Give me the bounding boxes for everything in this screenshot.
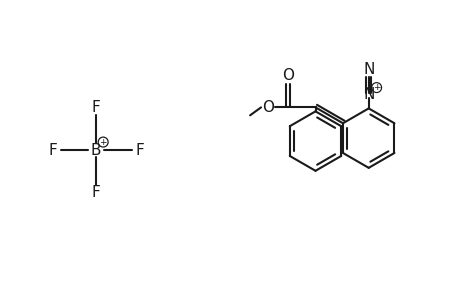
Text: F: F <box>48 142 57 158</box>
Text: N: N <box>362 62 374 77</box>
Text: O: O <box>281 68 293 83</box>
Text: +: + <box>99 138 106 147</box>
Text: F: F <box>92 185 101 200</box>
Text: +: + <box>372 83 380 92</box>
Text: F: F <box>92 100 101 115</box>
Text: F: F <box>135 142 144 158</box>
Text: O: O <box>261 100 274 115</box>
Text: N: N <box>362 87 374 102</box>
Text: B: B <box>91 142 101 158</box>
